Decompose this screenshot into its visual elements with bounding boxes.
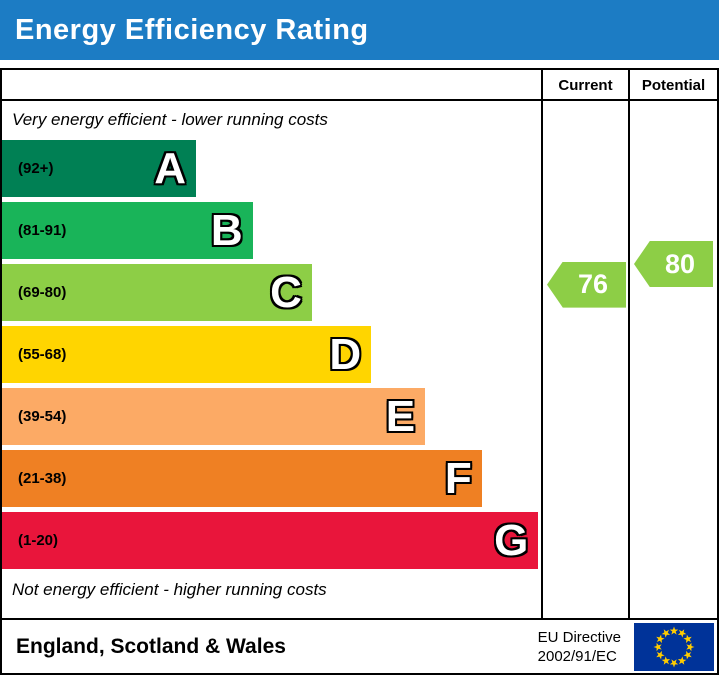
- current-column-header: Current: [558, 77, 613, 94]
- current-column: Current 76: [541, 70, 628, 618]
- band-letter: C: [270, 267, 302, 317]
- current-rating-value: 76: [577, 269, 609, 300]
- band-range-label: (81-91): [18, 222, 67, 239]
- band-letter: G: [494, 515, 529, 565]
- region-label: England, Scotland & Wales: [16, 634, 286, 658]
- band-letter: F: [444, 453, 472, 503]
- top-note: Very energy efficient - lower running co…: [12, 110, 328, 129]
- band-range-label: (21-38): [18, 470, 67, 487]
- band-row-e: (39-54) E: [2, 388, 426, 445]
- column-header-rule: [2, 70, 717, 101]
- band-range-label: (69-80): [18, 284, 67, 301]
- potential-rating-marker: 80: [634, 241, 713, 287]
- band-row-f: (21-38) F: [2, 450, 482, 507]
- band-row-c: (69-80) C: [2, 264, 312, 321]
- bottom-note: Not energy efficient - higher running co…: [12, 580, 327, 599]
- band-row-g: (1-20) G: [2, 512, 539, 569]
- title-bar: Energy Efficiency Rating: [0, 0, 719, 60]
- footer: England, Scotland & Wales EU Directive 2…: [0, 620, 719, 675]
- potential-column: Potential 80: [628, 70, 717, 618]
- band-range-label: (39-54): [18, 408, 67, 425]
- eu-directive-line1: EU Directive: [537, 628, 621, 646]
- band-range-label: (1-20): [18, 532, 59, 549]
- band-row-a: (92+) A: [2, 140, 197, 197]
- band-row-d: (55-68) D: [2, 326, 372, 383]
- eu-flag-icon: [634, 622, 714, 671]
- band-range-label: (92+): [18, 160, 54, 177]
- band-letter: B: [210, 205, 243, 255]
- potential-column-header: Potential: [641, 77, 706, 94]
- band-row-b: (81-91) B: [2, 202, 253, 259]
- potential-rating-value: 80: [664, 248, 696, 279]
- energy-efficiency-chart: Very energy efficient - lower running co…: [0, 68, 719, 620]
- current-rating-marker: 76: [547, 261, 626, 308]
- band-range-label: (55-68): [18, 346, 67, 363]
- band-letter: A: [154, 143, 187, 193]
- eu-directive-label: EU Directive 2002/91/EC: [538, 628, 621, 666]
- band-letter: D: [329, 329, 362, 379]
- band-letter: E: [385, 391, 416, 441]
- page-title: Energy Efficiency Rating: [15, 13, 369, 46]
- band-list: (92+) A (81-91) B (69-80) C (55-68) D (39-54) E (2…: [2, 140, 541, 574]
- eu-directive-line2: 2002/91/EC: [537, 647, 617, 665]
